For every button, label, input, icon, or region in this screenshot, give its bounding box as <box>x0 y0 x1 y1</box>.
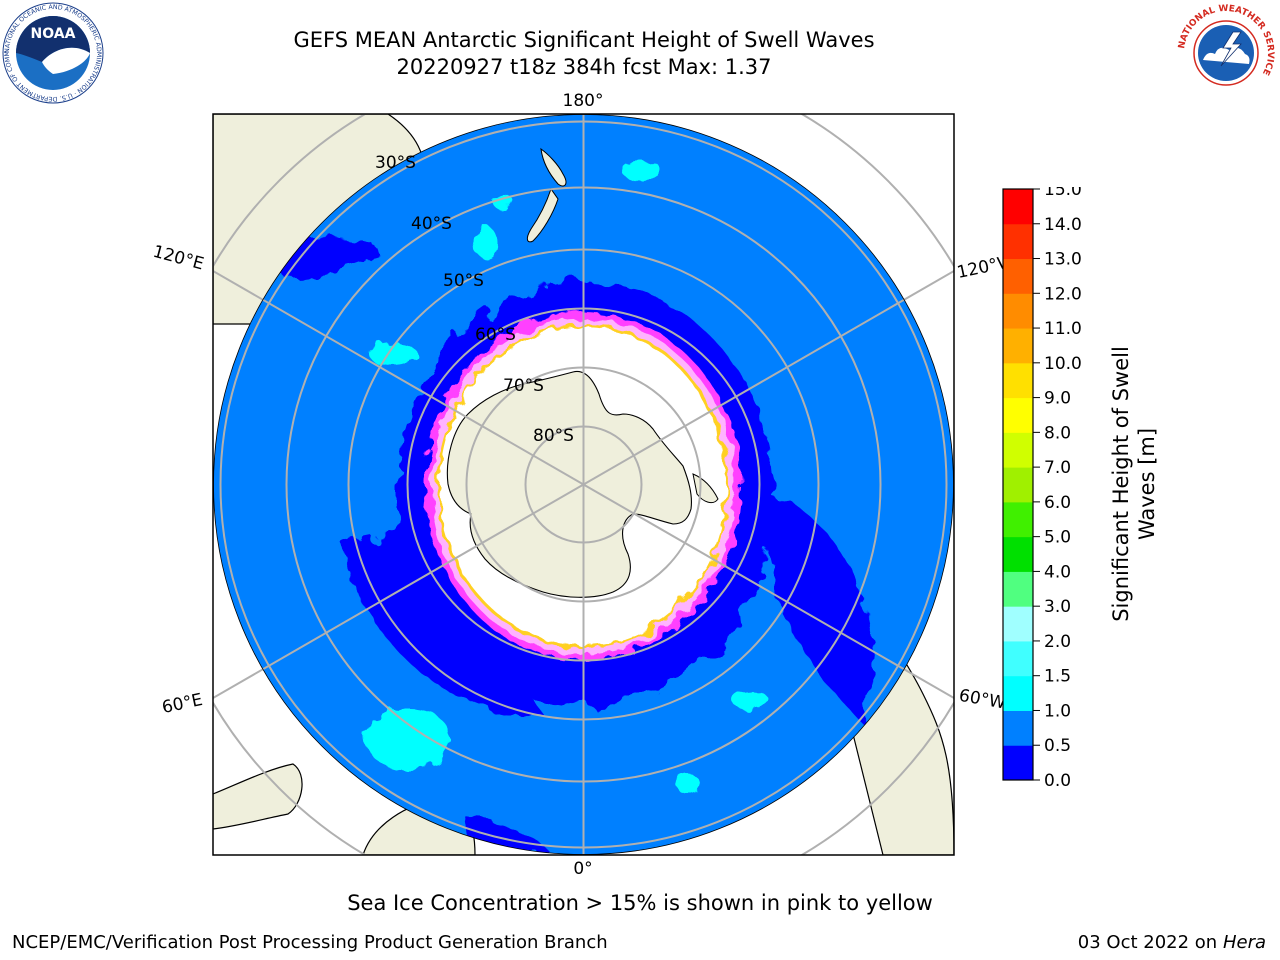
svg-text:0°: 0° <box>573 859 592 879</box>
colorbar-tick-label: 15.0 <box>1044 187 1082 200</box>
colorbar-label-line1: Significant Height of Swell <box>1109 346 1133 622</box>
colorbar-swatch <box>1003 293 1033 329</box>
svg-text:60°S: 60°S <box>475 325 516 345</box>
svg-text:30°S: 30°S <box>375 153 416 173</box>
noaa-logo: NATIONAL OCEANIC AND ATMOSPHERIC ADMINIS… <box>2 2 104 104</box>
colorbar-tick-label: 12.0 <box>1044 284 1082 304</box>
colorbar-swatch <box>1003 189 1033 225</box>
chart-subtitle: 20220927 t18z 384h fcst Max: 1.37 <box>396 55 772 79</box>
colorbar-swatch <box>1003 675 1033 711</box>
latitude-labels: 30°S 40°S 50°S 60°S 70°S 80°S <box>375 153 574 446</box>
colorbar-swatch <box>1003 328 1033 364</box>
sea-ice-caption: Sea Ice Concentration > 15% is shown in … <box>347 891 933 915</box>
svg-text:80°S: 80°S <box>533 426 574 446</box>
colorbar-tick-label: 13.0 <box>1044 250 1082 270</box>
colorbar-tick-label: 14.0 <box>1044 215 1082 235</box>
colorbar-swatch <box>1003 606 1033 642</box>
colorbar-tick-label: 6.0 <box>1044 493 1071 513</box>
svg-text:60°E: 60°E <box>160 690 204 718</box>
colorbar-swatch <box>1003 223 1033 260</box>
colorbar-swatch <box>1003 710 1033 746</box>
colorbar-tick-label: 0.5 <box>1044 736 1071 756</box>
colorbar-swatch <box>1003 397 1033 433</box>
polar-map: 30°S 40°S 50°S 60°S 70°S 80°S 180° 0° 12… <box>151 91 1016 879</box>
colorbar-swatch <box>1003 640 1033 677</box>
svg-text:NOAA: NOAA <box>31 26 76 42</box>
svg-text:40°S: 40°S <box>411 214 452 234</box>
footer-date: 03 Oct 2022 on Hera <box>1078 932 1266 953</box>
svg-text:120°E: 120°E <box>151 242 206 275</box>
colorbar-swatch <box>1003 467 1033 503</box>
new-zealand <box>526 147 567 243</box>
antarctica-landmass <box>446 370 692 598</box>
colorbar-swatch <box>1003 432 1033 468</box>
colorbar-tick-label: 9.0 <box>1044 389 1071 409</box>
svg-text:180°: 180° <box>563 91 604 111</box>
colorbar-tick-label: 5.0 <box>1044 528 1071 548</box>
colorbar-swatches <box>1003 189 1033 781</box>
colorbar-swatch <box>1003 745 1033 781</box>
footer-date-text: 03 Oct 2022 on <box>1077 932 1218 953</box>
colorbar-tick-label: 8.0 <box>1044 423 1071 443</box>
colorbar-tick-label: 0.0 <box>1044 771 1071 787</box>
graticule <box>213 114 954 855</box>
colorbar-tick-label: 4.0 <box>1044 562 1071 582</box>
colorbar-label-line2: Waves [m] <box>1135 428 1159 540</box>
colorbar-tick-label: 3.0 <box>1044 597 1071 617</box>
colorbar-tick-label: 10.0 <box>1044 354 1082 374</box>
colorbar: 0.0 0.5 1.0 1.5 2.0 3.0 4.0 5.0 6.0 7.0 8.0 9.0 10.0… <box>1002 187 1159 787</box>
colorbar-tick-label: 2.0 <box>1044 632 1071 652</box>
colorbar-tick-label: 1.0 <box>1044 701 1071 721</box>
svg-text:70°S: 70°S <box>503 376 544 396</box>
footer-credit: NCEP/EMC/Verification Post Processing Pr… <box>12 932 608 953</box>
nws-logo: NATIONAL WEATHER SERVICE <box>1176 3 1276 103</box>
colorbar-tick-label: 11.0 <box>1044 319 1082 339</box>
colorbar-tick-label: 7.0 <box>1044 458 1071 478</box>
chart-title: GEFS MEAN Antarctic Significant Height o… <box>293 28 875 52</box>
colorbar-tick-label: 1.5 <box>1044 667 1071 687</box>
colorbar-ticks: 0.0 0.5 1.0 1.5 2.0 3.0 4.0 5.0 6.0 7.0 8.0 9.0 10.0… <box>1033 187 1082 787</box>
svg-text:50°S: 50°S <box>443 271 484 291</box>
colorbar-swatch <box>1003 258 1033 294</box>
colorbar-swatch <box>1003 571 1033 607</box>
colorbar-swatch <box>1003 536 1033 572</box>
footer-machine: Hera <box>1222 932 1266 953</box>
colorbar-swatch <box>1003 362 1033 399</box>
colorbar-swatch <box>1003 501 1033 538</box>
